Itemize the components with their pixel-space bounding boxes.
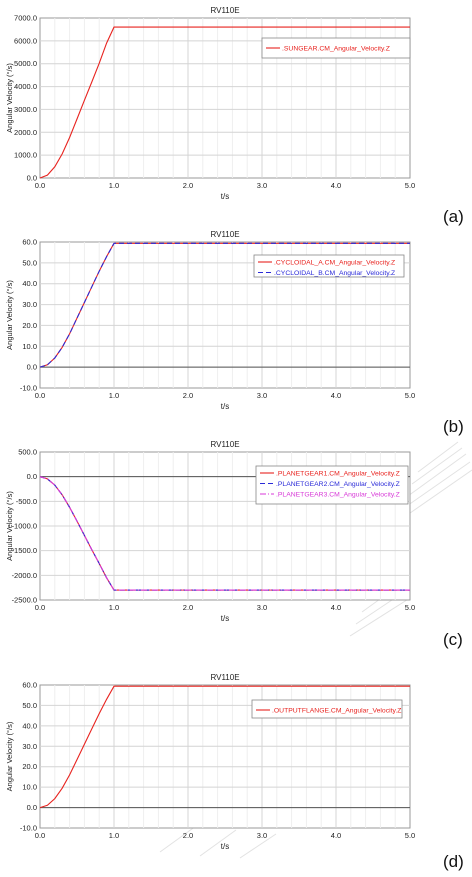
x-tick-label: 1.0 (109, 181, 119, 190)
x-tick-label: 4.0 (331, 603, 341, 612)
y-tick-label: -2000.0 (12, 571, 37, 580)
x-tick-label: 4.0 (331, 181, 341, 190)
x-tick-label: 1.0 (109, 603, 119, 612)
legend-entry: .PLANETGEAR1.CM_Angular_Velocity.Z (276, 470, 400, 477)
x-tick-label: 3.0 (257, 181, 267, 190)
y-tick-label: -10.0 (20, 824, 37, 833)
y-tick-label: 20.0 (22, 321, 37, 330)
y-tick-label: 1000.0 (14, 151, 37, 160)
y-tick-label: 500.0 (18, 448, 37, 457)
y-tick-label: 50.0 (22, 258, 37, 267)
x-tick-label: 0.0 (35, 181, 45, 190)
x-tick-label: 5.0 (405, 391, 415, 400)
y-tick-label: 7000.0 (14, 14, 37, 23)
y-tick-label: 30.0 (22, 742, 37, 751)
y-tick-label: -1500.0 (12, 546, 37, 555)
y-tick-label: 60.0 (22, 681, 37, 690)
panel-label-c: (c) (443, 630, 463, 649)
panel-label-d: (d) (443, 852, 464, 871)
y-tick-label: 10.0 (22, 783, 37, 792)
legend-box (251, 699, 403, 719)
x-axis-label: t/s (221, 192, 229, 201)
chart-title: RV110E (210, 6, 239, 15)
chart-title: RV110E (210, 230, 239, 239)
y-axis-label: Angular Velocity (°/s) (5, 491, 14, 561)
panel-label-a: (a) (443, 207, 464, 226)
y-axis-label: Angular Velocity (°/s) (5, 63, 14, 133)
x-tick-label: 3.0 (257, 831, 267, 840)
chart-panel-d: 0.0 1.0 2.0 3.0 4.0 5.0-10.00.010.020.030.040… (5, 673, 415, 851)
y-tick-label: 0.0 (27, 803, 37, 812)
legend-box (255, 465, 409, 505)
legend-entry: .PLANETGEAR3.CM_Angular_Velocity.Z (276, 491, 400, 498)
y-tick-label: 0.0 (27, 472, 37, 481)
y-tick-label: -2500.0 (12, 596, 37, 605)
x-tick-label: 2.0 (183, 831, 193, 840)
chart-title: RV110E (210, 673, 239, 682)
legend-entry: .OUTPUTFLANGE.CM_Angular_Velocity.Z (272, 707, 401, 714)
x-tick-label: 2.0 (183, 603, 193, 612)
chart-panel-b: 0.0 1.0 2.0 3.0 4.0 5.0-10.00.010.020.030.040… (5, 230, 415, 411)
y-tick-label: 0.0 (27, 363, 37, 372)
y-tick-label: 5000.0 (14, 59, 37, 68)
y-tick-label: 20.0 (22, 762, 37, 771)
y-axis-label: Angular Velocity (°/s) (5, 721, 14, 791)
x-tick-label: 2.0 (183, 181, 193, 190)
y-tick-label: 40.0 (22, 279, 37, 288)
x-tick-label: 5.0 (405, 181, 415, 190)
x-tick-label: 0.0 (35, 391, 45, 400)
x-tick-label: 1.0 (109, 391, 119, 400)
chart-title: RV110E (210, 440, 239, 449)
x-tick-label: 5.0 (405, 831, 415, 840)
x-tick-label: 1.0 (109, 831, 119, 840)
y-tick-label: 30.0 (22, 300, 37, 309)
y-tick-label: 4000.0 (14, 82, 37, 91)
x-tick-label: 4.0 (331, 831, 341, 840)
x-tick-label: 3.0 (257, 603, 267, 612)
y-tick-label: 6000.0 (14, 36, 37, 45)
y-tick-label: 0.0 (27, 174, 37, 183)
legend-entry: .CYCLOIDAL_A.CM_Angular_Velocity.Z (274, 259, 395, 266)
x-axis-label: t/s (221, 402, 229, 411)
y-axis-label: Angular Velocity (°/s) (5, 280, 14, 350)
x-tick-label: 0.0 (35, 603, 45, 612)
x-tick-label: 5.0 (405, 603, 415, 612)
y-tick-label: 3000.0 (14, 105, 37, 114)
legend-entry: .PLANETGEAR2.CM_Angular_Velocity.Z (276, 481, 400, 488)
x-axis-label: t/s (221, 614, 229, 623)
x-axis-label: t/s (221, 842, 229, 851)
y-tick-label: -10.0 (20, 384, 37, 393)
legend-entry: .SUNGEAR.CM_Angular_Velocity.Z (282, 45, 390, 52)
series-line-1 (39, 685, 410, 809)
chart-panel-a: 0.0 1.0 2.0 3.0 4.0 5.0 0.0 1000.0 2000.0 3000.0 4… (5, 6, 415, 201)
x-tick-label: 2.0 (183, 391, 193, 400)
x-tick-label: 3.0 (257, 391, 267, 400)
x-tick-label: 0.0 (35, 831, 45, 840)
y-tick-label: -1000.0 (12, 522, 37, 531)
series-line-3 (39, 476, 410, 591)
y-tick-label: -500.0 (16, 497, 37, 506)
legend-box (253, 254, 405, 278)
y-tick-label: 50.0 (22, 701, 37, 710)
chart-panel-c: 0.0 1.0 2.0 3.0 4.0 5.0 -2500.0 -2000.0 -1500.0 -… (5, 440, 415, 623)
legend-entry: .CYCLOIDAL_B.CM_Angular_Velocity.Z (274, 270, 395, 277)
legend-box (261, 37, 411, 59)
y-tick-label: 10.0 (22, 342, 37, 351)
panel-label-b: (b) (443, 417, 464, 436)
y-tick-label: 2000.0 (14, 128, 37, 137)
series-line-1 (39, 26, 410, 179)
series-line-2 (39, 242, 410, 368)
y-tick-label: 40.0 (22, 721, 37, 730)
x-tick-label: 4.0 (331, 391, 341, 400)
y-tick-label: 60.0 (22, 238, 37, 247)
